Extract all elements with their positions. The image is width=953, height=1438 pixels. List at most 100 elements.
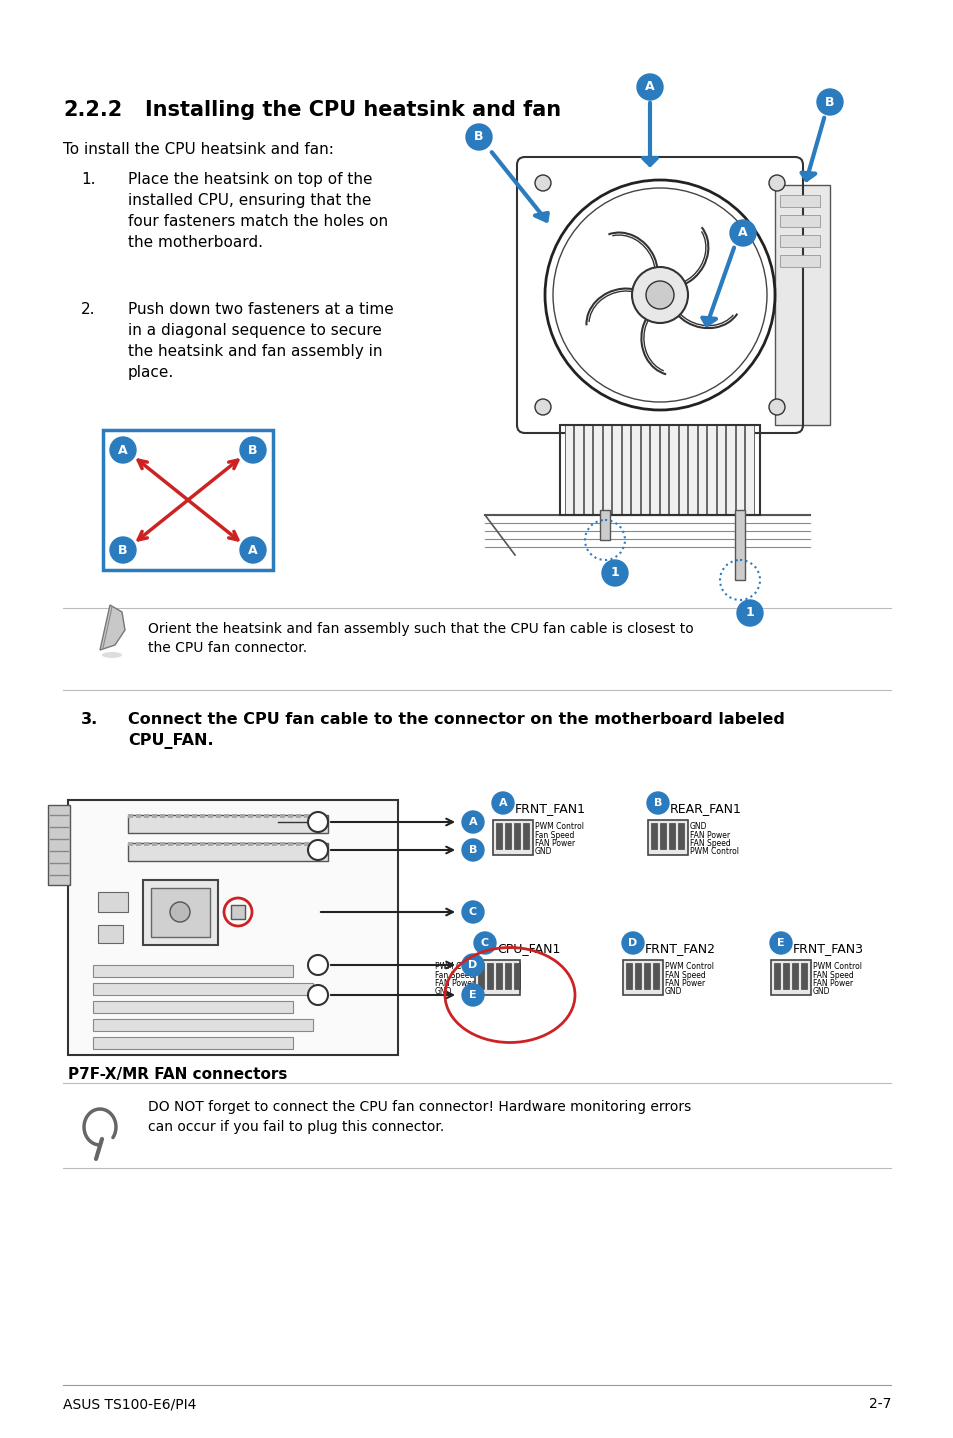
Circle shape <box>110 536 136 564</box>
Text: 1: 1 <box>610 567 618 580</box>
Bar <box>92 984 313 995</box>
Bar <box>780 255 820 267</box>
Text: A: A <box>644 81 654 93</box>
Bar <box>103 430 273 569</box>
Bar <box>659 426 668 515</box>
Circle shape <box>535 175 551 191</box>
Bar <box>92 965 293 976</box>
Text: To install the CPU heatsink and fan:: To install the CPU heatsink and fan: <box>63 142 334 157</box>
Circle shape <box>645 280 673 309</box>
Text: A: A <box>118 443 128 456</box>
Bar <box>574 426 582 515</box>
Bar <box>248 814 253 818</box>
Bar <box>496 823 501 848</box>
Bar <box>168 814 172 818</box>
Bar <box>224 814 229 818</box>
Bar <box>791 963 797 989</box>
Text: FAN Speed: FAN Speed <box>812 971 853 979</box>
Circle shape <box>535 398 551 416</box>
Bar <box>215 843 221 846</box>
Bar <box>144 814 149 818</box>
Bar <box>643 963 649 989</box>
Bar <box>514 963 519 989</box>
Bar <box>669 426 678 515</box>
Bar <box>151 889 210 938</box>
Bar <box>599 510 609 541</box>
Text: A: A <box>468 817 476 827</box>
Bar <box>504 963 511 989</box>
Bar <box>280 843 285 846</box>
Text: D: D <box>468 961 477 971</box>
Bar <box>295 814 301 818</box>
Bar <box>160 843 165 846</box>
Bar <box>707 426 716 515</box>
Text: D: D <box>628 938 637 948</box>
Bar <box>208 843 213 846</box>
Circle shape <box>240 536 266 564</box>
Polygon shape <box>100 605 125 650</box>
Bar <box>735 426 743 515</box>
Bar <box>248 843 253 846</box>
Bar <box>288 814 293 818</box>
Text: B: B <box>248 443 257 456</box>
Bar <box>622 961 662 995</box>
Bar <box>635 963 640 989</box>
Text: Place the heatsink on top of the
installed CPU, ensuring that the
four fasteners: Place the heatsink on top of the install… <box>128 173 388 250</box>
Bar <box>98 892 128 912</box>
Bar <box>304 843 309 846</box>
Bar <box>698 426 706 515</box>
Bar <box>659 823 665 848</box>
Circle shape <box>465 124 492 150</box>
Bar <box>232 814 236 818</box>
Bar <box>295 843 301 846</box>
Text: PWM Control: PWM Control <box>535 823 583 831</box>
Bar <box>564 426 573 515</box>
Bar <box>319 814 325 818</box>
Circle shape <box>621 932 643 953</box>
Bar <box>48 805 70 884</box>
Bar <box>175 843 181 846</box>
Bar <box>650 426 659 515</box>
Circle shape <box>768 175 784 191</box>
Bar <box>593 426 601 515</box>
Circle shape <box>816 89 842 115</box>
Text: B: B <box>824 95 834 108</box>
Bar <box>264 843 269 846</box>
Bar <box>782 963 788 989</box>
Text: 2.2.2: 2.2.2 <box>63 101 122 119</box>
Circle shape <box>308 955 328 975</box>
Bar <box>128 843 328 861</box>
Bar <box>200 814 205 818</box>
Bar <box>128 815 328 833</box>
Bar <box>192 843 196 846</box>
Bar <box>208 814 213 818</box>
Bar <box>184 843 189 846</box>
Bar <box>152 843 157 846</box>
Text: A: A <box>498 798 507 808</box>
Circle shape <box>461 811 483 833</box>
Bar <box>780 196 820 207</box>
Bar <box>272 843 276 846</box>
Bar <box>152 814 157 818</box>
Bar <box>319 843 325 846</box>
Bar <box>801 963 806 989</box>
Bar <box>224 843 229 846</box>
Bar <box>631 426 639 515</box>
Bar <box>726 426 734 515</box>
Circle shape <box>646 792 668 814</box>
Circle shape <box>492 792 514 814</box>
Bar <box>192 814 196 818</box>
Bar <box>240 814 245 818</box>
Text: GND: GND <box>689 823 707 831</box>
Bar <box>602 426 611 515</box>
Text: PWM Control: PWM Control <box>812 962 862 971</box>
Circle shape <box>768 398 784 416</box>
Bar <box>744 426 753 515</box>
Bar <box>486 963 493 989</box>
Bar <box>668 823 675 848</box>
Text: B: B <box>474 131 483 144</box>
Bar <box>475 961 519 995</box>
Text: Orient the heatsink and fan assembly such that the CPU fan cable is closest to
t: Orient the heatsink and fan assembly suc… <box>148 623 693 656</box>
Text: GND: GND <box>535 847 552 857</box>
Bar <box>477 963 483 989</box>
